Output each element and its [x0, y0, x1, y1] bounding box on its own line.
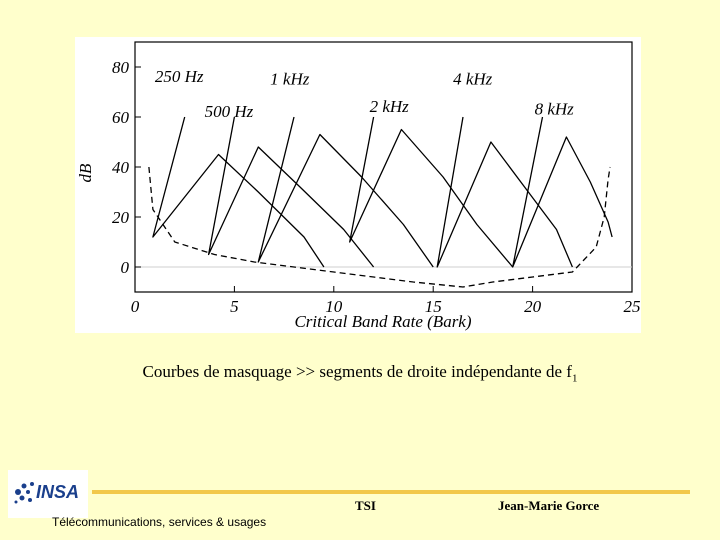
- x-tick-label: 25: [624, 297, 641, 316]
- y-tick-label: 80: [112, 58, 130, 77]
- x-tick-label: 0: [131, 297, 140, 316]
- y-tick-label: 60: [112, 108, 130, 127]
- x-axis-ticks: 0 5 10 15 20 25: [131, 286, 641, 316]
- series-label-250-hz: 250 Hz: [155, 67, 204, 86]
- series-label-2-khz: 2 kHz: [370, 97, 410, 116]
- x-tick-label: 15: [425, 297, 442, 316]
- footer-center-label: TSI: [355, 498, 376, 513]
- logo-text: INSA: [36, 482, 79, 502]
- series-line-1-khz: [257, 116, 434, 268]
- series-line-500-hz: [207, 116, 375, 268]
- series-label-8-khz: 8 kHz: [535, 100, 575, 119]
- footer-divider: [92, 490, 690, 494]
- series-label-500-hz: 500 Hz: [205, 102, 254, 121]
- series-line-2-khz: [349, 116, 514, 268]
- series-line-4-khz: [436, 116, 573, 268]
- masking-curves-chart: 0 20 40 60 80 0 5 10 15 20 25 250 Hz 500 Hz 1 kHz 2 …: [75, 37, 641, 333]
- x-tick-label: 5: [230, 297, 239, 316]
- x-tick-label: 10: [325, 297, 343, 316]
- x-tick-label: 20: [524, 297, 542, 316]
- insa-logo: INSA: [8, 470, 88, 518]
- series-line-threshold: [148, 166, 611, 288]
- footer-author: Jean-Marie Gorce: [498, 498, 600, 513]
- caption-text: Courbes de masquage >> segments de droit…: [142, 362, 572, 381]
- series-line-8-khz: [512, 116, 613, 268]
- y-tick-label: 40: [112, 158, 130, 177]
- insa-logo-graphic: INSA: [14, 482, 79, 504]
- series-line-250-hz: [152, 116, 325, 268]
- x-axis-title: Critical Band Rate (Bark): [294, 312, 471, 331]
- y-tick-label: 20: [112, 208, 130, 227]
- y-axis-ticks: 0 20 40 60 80: [112, 58, 141, 277]
- footer-department: Télécommunications, services & usages: [52, 515, 267, 529]
- series-layer: [148, 116, 613, 288]
- slide-caption: Courbes de masquage >> segments de droit…: [0, 362, 720, 384]
- y-axis-title: dB: [76, 163, 95, 183]
- series-label-4-khz: 4 kHz: [453, 70, 493, 89]
- series-label-1-khz: 1 kHz: [270, 70, 310, 89]
- caption-subscript: 1: [571, 372, 578, 385]
- y-tick-label: 0: [121, 258, 130, 277]
